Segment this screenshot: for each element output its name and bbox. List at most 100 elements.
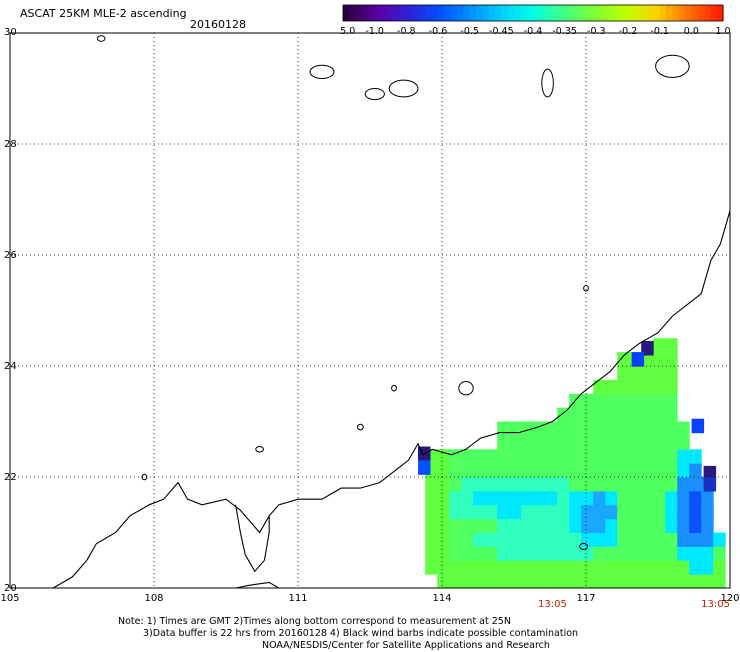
swath-cell [593, 477, 606, 492]
colorbar-swatch [438, 5, 445, 21]
swath-cell [497, 546, 510, 561]
swath-cell [653, 532, 666, 547]
swath-cell [581, 477, 594, 492]
swath-cell [677, 421, 690, 436]
swath-cell [665, 366, 678, 381]
colorbar-swatch [520, 5, 528, 21]
swath-cell [653, 574, 666, 589]
colorbar-swatch [545, 5, 553, 21]
colorbar-swatch [621, 5, 629, 21]
colorbar-swatch [596, 5, 604, 21]
swath-cell [629, 490, 642, 506]
swath-cell [425, 490, 438, 506]
swath-cell [665, 338, 678, 353]
swath-cell [617, 546, 630, 561]
swath-cell [485, 490, 498, 506]
colorbar-swatch [355, 5, 363, 21]
swath-cell [617, 393, 630, 409]
swath-cell [437, 546, 450, 561]
swath-cell [713, 574, 726, 589]
swath-cell [473, 518, 486, 533]
swath-cell [569, 560, 582, 575]
colorbar-swatch [571, 5, 578, 21]
swath-cell [665, 532, 678, 547]
colorbar-swatch [400, 5, 407, 21]
swath-cell [605, 560, 618, 575]
swath-cell [641, 490, 654, 506]
swath-cell [521, 435, 534, 450]
swath-cell [593, 421, 606, 436]
swath-cell [449, 518, 462, 533]
swath-cell [509, 463, 522, 478]
swath-cell [473, 477, 486, 492]
inland-water-outline [655, 54, 690, 78]
longitude-label: 108 [144, 593, 163, 604]
swath-cell [545, 490, 558, 506]
swath-cell [437, 574, 450, 589]
swath-cell [617, 379, 630, 395]
swath-cell [677, 560, 690, 575]
colorbar-swatch [425, 5, 433, 21]
swath-cell [641, 546, 654, 561]
colorbar-swatch [349, 5, 357, 21]
swath-cell [449, 463, 462, 478]
colorbar-label: -1.0 [365, 26, 384, 36]
swath-cell [509, 532, 522, 547]
swath-cell [569, 407, 582, 422]
colorbar-swatch [476, 5, 483, 21]
swath-flag-cell [631, 352, 645, 367]
swath-cell [569, 477, 582, 492]
swath-cell [557, 574, 570, 589]
swath-cell [641, 477, 654, 492]
inland-water-outline [391, 384, 397, 392]
colorbar-label: -0.35 [552, 26, 577, 36]
swath-cell [557, 421, 570, 436]
time-label: 13:05 [538, 599, 567, 610]
swath-cell [653, 379, 666, 395]
colorbar-swatch [514, 5, 521, 21]
colorbar-swatch [716, 5, 724, 21]
swath-flag-cell [641, 341, 654, 356]
inland-water-outline [309, 64, 335, 80]
swath-cell [521, 532, 534, 547]
colorbar-label: 1.0 [715, 26, 730, 36]
swath-cell [437, 518, 450, 533]
coastline-mainland [52, 210, 731, 589]
swath-cell [569, 490, 582, 506]
swath-cell [509, 435, 522, 450]
swath-cell [425, 546, 438, 561]
swath-cell [653, 338, 666, 353]
colorbar-swatch [457, 5, 464, 21]
colorbar-swatch [583, 5, 591, 21]
swath-cell [689, 477, 702, 492]
swath-cell [473, 532, 486, 547]
swath-cell [641, 379, 654, 395]
colorbar-swatch [685, 5, 692, 21]
swath-cell [617, 435, 630, 450]
swath-cell [437, 504, 450, 520]
colorbar-swatch [634, 5, 642, 21]
swath-cell [677, 546, 690, 561]
swath-cell [557, 532, 570, 547]
island-outline [579, 542, 589, 550]
swath-cell [605, 379, 618, 395]
colorbar-swatch [653, 5, 661, 21]
swath-cell [557, 560, 570, 575]
swath-cell [593, 518, 606, 533]
swath-cell [665, 421, 678, 436]
swath-cell [521, 560, 534, 575]
colorbar-swatch [469, 5, 477, 21]
swath-cell [533, 477, 546, 492]
swath-cell [521, 546, 534, 561]
swath-cell [713, 546, 726, 561]
swath-cell [425, 504, 438, 520]
lat-lon-grid [10, 33, 730, 588]
colorbar-swatch [615, 5, 623, 21]
colorbar-swatch [450, 5, 458, 21]
swath-cell [473, 504, 486, 520]
swath-cell [629, 421, 642, 436]
swath-cell [641, 393, 654, 409]
colorbar-swatch [539, 5, 547, 21]
swath-cell [509, 574, 522, 589]
